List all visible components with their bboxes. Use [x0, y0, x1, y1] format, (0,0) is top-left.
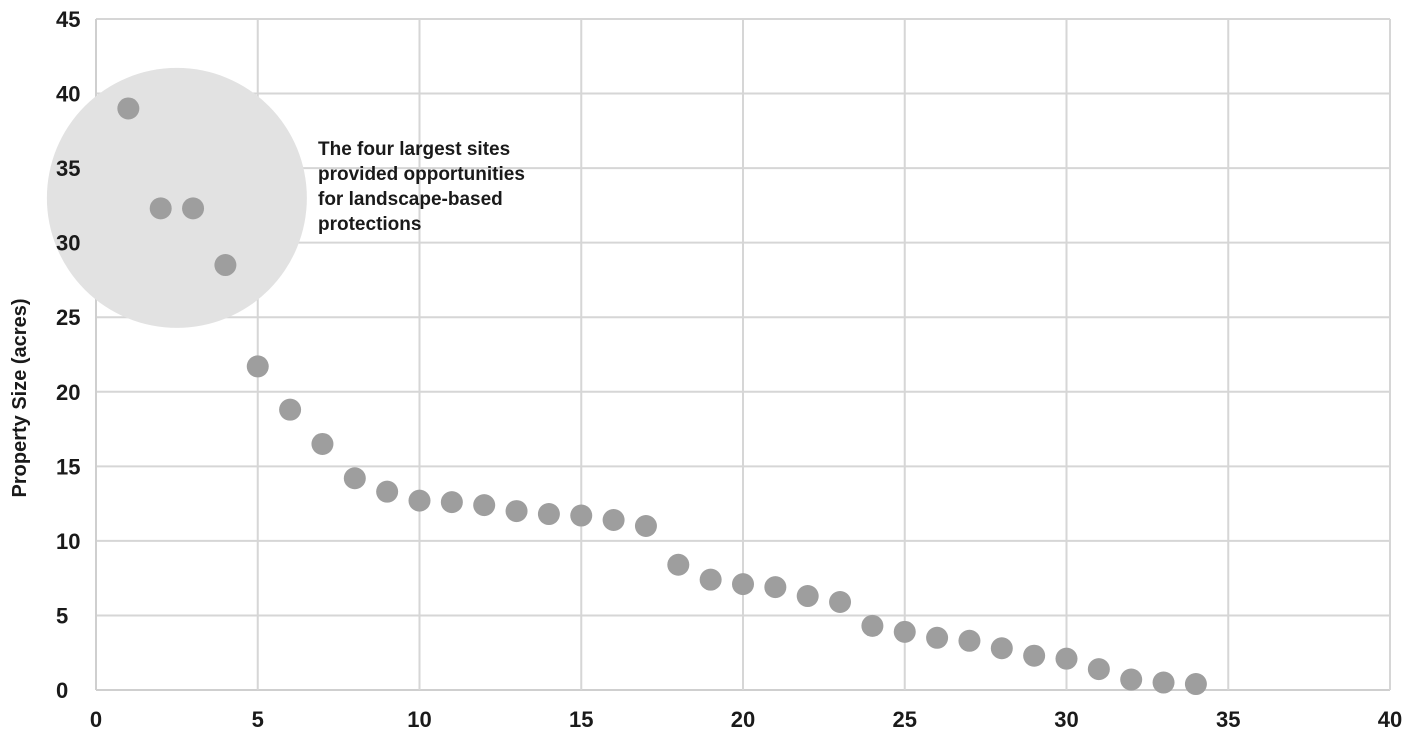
y-tick-label-15: 15 [56, 454, 80, 479]
annotation-line-1: The four largest sites [318, 139, 510, 160]
data-points [117, 97, 1207, 696]
data-point-12 [473, 494, 496, 517]
y-tick-label-25: 25 [56, 305, 80, 330]
y-tick-label-5: 5 [56, 603, 68, 628]
highlight-circle [46, 67, 307, 328]
data-point-33 [1152, 671, 1175, 694]
x-tick-label-15: 15 [569, 707, 593, 732]
y-tick-label-0: 0 [56, 678, 68, 703]
data-point-21 [764, 576, 787, 599]
data-point-34 [1184, 673, 1207, 696]
data-point-8 [343, 467, 366, 490]
data-point-28 [990, 637, 1013, 660]
x-tick-label-30: 30 [1054, 707, 1078, 732]
annotation-line-3: for landscape-based [318, 189, 503, 210]
data-point-24 [861, 614, 884, 637]
data-point-17 [634, 514, 657, 537]
data-point-4 [214, 254, 237, 277]
data-point-5 [246, 355, 269, 378]
x-tick-label-5: 5 [252, 707, 264, 732]
data-point-16 [602, 509, 625, 532]
data-point-22 [796, 585, 819, 608]
x-tick-label-35: 35 [1216, 707, 1240, 732]
data-point-23 [829, 591, 852, 614]
x-tick-label-20: 20 [731, 707, 755, 732]
data-point-2 [149, 197, 172, 220]
y-tick-label-30: 30 [56, 231, 80, 256]
y-tick-label-20: 20 [56, 380, 80, 405]
y-tick-label-45: 45 [56, 7, 80, 32]
x-axis-tick-labels: 0 5 10 15 20 25 30 35 40 [90, 707, 1402, 732]
y-tick-label-35: 35 [56, 156, 80, 181]
annotation-line-2: provided opportunities [318, 164, 525, 185]
data-point-10 [408, 489, 431, 512]
data-point-9 [376, 480, 399, 503]
annotation-line-4: protections [318, 214, 421, 235]
data-point-6 [279, 398, 302, 421]
data-point-19 [699, 568, 722, 591]
x-tick-label-0: 0 [90, 707, 102, 732]
data-point-3 [182, 197, 205, 220]
data-point-32 [1120, 668, 1143, 691]
x-tick-label-25: 25 [893, 707, 917, 732]
y-tick-label-10: 10 [56, 529, 80, 554]
data-point-7 [311, 432, 334, 455]
data-point-13 [505, 500, 528, 523]
data-point-30 [1055, 647, 1078, 670]
data-point-27 [958, 629, 981, 652]
y-axis-title: Property Size (acres) [9, 299, 31, 498]
data-point-20 [732, 573, 754, 596]
annotation-note: The four largest sites provided opportuni… [318, 139, 525, 235]
data-point-18 [667, 553, 690, 576]
data-point-11 [440, 491, 463, 514]
data-point-25 [893, 620, 916, 643]
x-tick-label-40: 40 [1378, 707, 1402, 732]
y-axis-tick-labels: 0 5 10 15 20 25 30 35 40 45 [56, 7, 80, 703]
highlight-region [46, 67, 307, 328]
x-tick-label-10: 10 [407, 707, 431, 732]
data-point-1 [117, 97, 140, 120]
y-tick-label-40: 40 [56, 82, 80, 107]
data-point-26 [926, 626, 949, 649]
data-point-14 [537, 503, 560, 526]
data-point-29 [1023, 644, 1046, 667]
data-point-15 [570, 504, 593, 527]
data-point-31 [1087, 658, 1110, 681]
